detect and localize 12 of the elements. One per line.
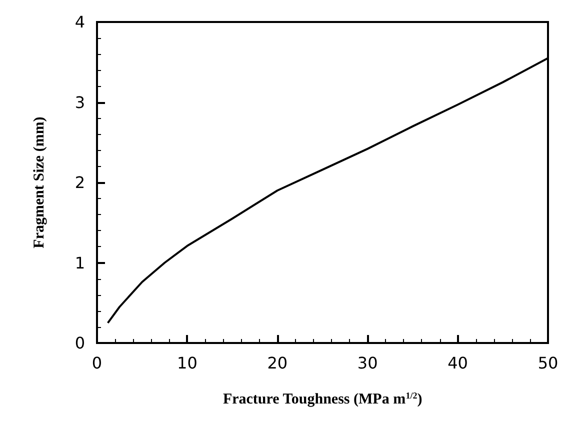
y-tick-label: 1 (74, 253, 85, 272)
y-tick-label: 2 (74, 173, 85, 192)
x-tick-label: 0 (92, 354, 102, 372)
x-tick-label: 20 (267, 354, 288, 372)
y-tick-label: 3 (74, 92, 85, 112)
y-tick-label: 0 (74, 334, 85, 352)
x-tick-label: 50 (538, 354, 558, 372)
x-tick-label: 10 (177, 354, 198, 372)
y-axis-title: Fragment Size (mm) (32, 116, 48, 248)
x-tick-label: 30 (357, 354, 378, 372)
x-tick-label: 40 (448, 354, 468, 372)
y-tick-label: 4 (74, 12, 85, 32)
